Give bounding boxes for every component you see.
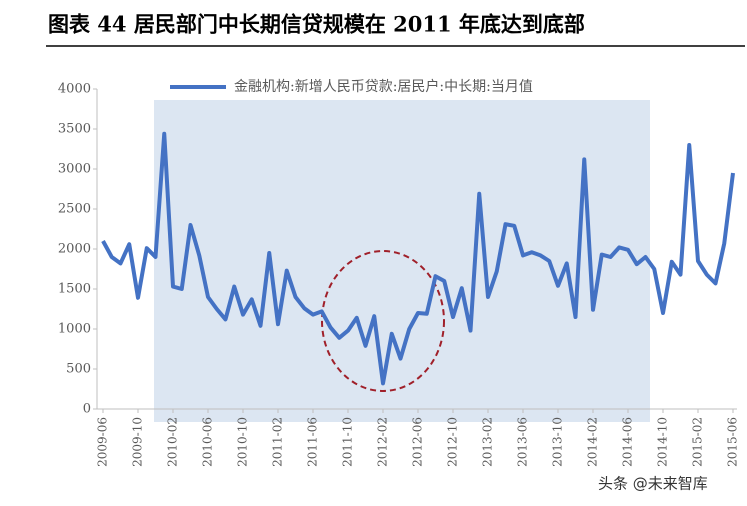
x-tick-label: 2009-06 [96,417,110,467]
x-tick-label: 2014-02 [586,417,600,467]
line-series [101,131,735,386]
x-tick-label: 2010-02 [166,417,180,467]
watermark: 头条 @未来智库 [598,475,708,493]
legend-label: 金融机构:新增人民币贷款:居民户:中长期:当月值 [234,78,533,95]
highlight-region [154,100,650,422]
y-tick-label: 2000 [58,242,91,257]
x-tick-label: 2015-06 [726,417,740,467]
x-tick-label: 2015-02 [691,417,705,467]
y-tick-label: 500 [66,362,91,377]
x-tick-label: 2011-10 [341,417,355,467]
highlight-circle [321,250,445,392]
x-tick-label: 2011-06 [306,417,320,467]
x-tick-label: 2012-10 [446,417,460,467]
x-tick-label: 2012-02 [376,417,390,467]
x-tick-label: 2013-02 [481,417,495,467]
y-tick-label: 0 [83,402,91,417]
x-tick-label: 2009-10 [131,417,145,467]
x-tick-label: 2012-06 [411,417,425,467]
y-tick-label: 2500 [58,202,91,217]
x-tick-label: 2011-02 [271,417,285,467]
x-tick-label: 2013-10 [551,417,565,467]
y-tick-label: 1000 [58,322,91,337]
x-tick-label: 2010-06 [201,417,215,467]
y-tick-label: 3500 [58,122,91,137]
chart-title: 图表 44 居民部门中长期信贷规模在 2011 年底达到底部 [48,12,585,37]
x-tick-label: 2010-10 [236,417,250,467]
x-tick-label: 2014-10 [656,417,670,467]
x-tick-label: 2014-06 [621,417,635,467]
y-tick-label: 3000 [58,162,91,177]
y-tick-label: 1500 [58,282,91,297]
y-tick-label: 4000 [58,82,91,97]
x-tick-label: 2013-06 [516,417,530,467]
